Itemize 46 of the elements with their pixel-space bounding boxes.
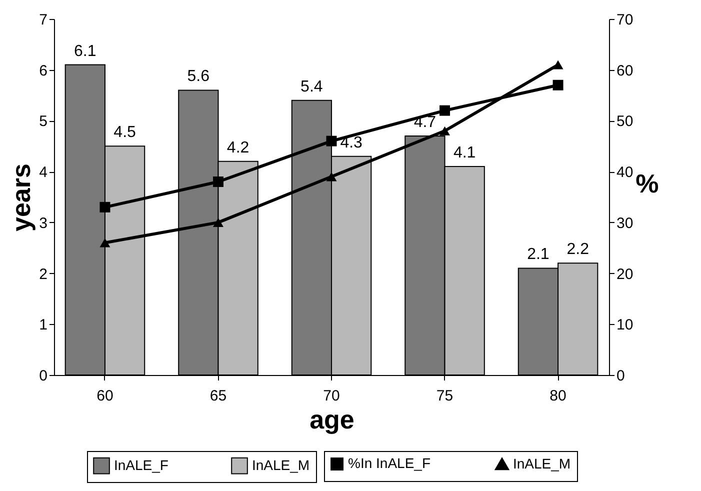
legend-label: InALE_M [513,455,571,472]
point [212,218,224,227]
data-label: 4.2 [226,139,250,156]
y2-tick-label: 0 [616,368,625,384]
y2-tick-label: 30 [616,214,634,232]
x-tick-label: 60 [96,388,114,404]
x-tick-label: 80 [550,388,566,404]
legend-label: InALE_F [114,456,168,473]
point [212,176,224,187]
y-tick-label: 1 [39,316,48,334]
y2-tick-label: 60 [616,62,634,80]
point [440,126,450,136]
data-label: 5.4 [300,78,323,96]
y2-tick-label: 50 [616,113,634,130]
point [440,105,450,116]
data-label: 2.1 [527,246,550,264]
point [552,80,564,90]
data-label: 4.5 [114,124,136,142]
y-tick-label: 3 [39,214,48,232]
y2-tick-label: 40 [616,164,634,182]
y-tick-label: 7 [39,12,48,28]
y2-tick-label: 70 [616,12,634,28]
legend-label: %In InALE_F [348,455,430,471]
point [552,60,564,70]
point [326,172,337,182]
point [100,238,110,248]
y-tick-label: 2 [39,266,48,283]
legend-label: InALE_M [252,456,310,473]
y2-tick-label: 20 [616,266,634,283]
y-tick-label: 5 [39,113,48,130]
data-label: 6.1 [74,42,96,60]
data-label: 2.2 [566,241,590,258]
data-label: 4.1 [453,144,476,162]
y2-axis-title: % [636,168,659,198]
x-tick-label: 70 [323,388,340,404]
y-axis-title: years [6,164,36,232]
point [100,202,110,212]
point [326,136,337,146]
y2-tick-label: 10 [616,316,634,334]
y-tick-label: 0 [39,368,48,384]
data-label: 5.6 [187,68,210,86]
y-tick-label: 6 [39,62,48,80]
x-tick-label: 75 [436,388,454,404]
x-axis-title: age [310,404,354,434]
x-tick-label: 65 [210,388,227,404]
y-tick-label: 4 [39,164,48,182]
